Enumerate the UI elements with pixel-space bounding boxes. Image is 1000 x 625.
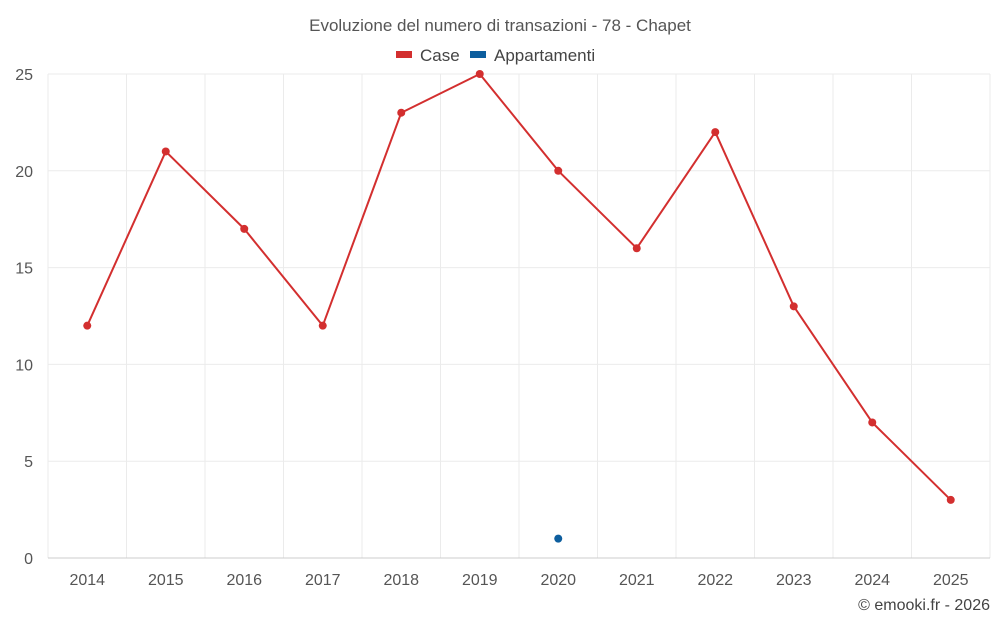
x-tick-label: 2025 [933,572,969,589]
data-point-case-2024[interactable] [868,418,877,427]
data-point-case-2016[interactable] [240,224,249,233]
data-point-appartamenti-2020[interactable] [554,534,563,543]
legend-swatch-appartamenti [470,51,486,58]
x-tick-label: 2017 [305,572,341,589]
x-gridlines [47,74,991,558]
x-tick-label: 2023 [776,572,812,589]
x-tick-label: 2019 [462,572,498,589]
credit-text: © emooki.fr - 2026 [858,597,990,614]
legend: Case Appartamenti [396,46,595,65]
data-point-case-2019[interactable] [475,70,484,78]
chart-title: Evoluzione del numero di transazioni - 7… [309,16,691,35]
y-tick-label: 25 [15,67,33,84]
data-point-case-2014[interactable] [83,321,92,330]
x-tick-label: 2014 [69,572,105,589]
y-tick-label: 5 [24,454,33,471]
x-axis-ticks: 2014 2015 2016 2017 2018 2019 2020 2021 2022 2023… [69,572,968,589]
legend-label-appartamenti: Appartamenti [494,46,595,65]
data-point-case-2018[interactable] [397,108,406,117]
data-point-case-2022[interactable] [711,128,720,137]
y-tick-label: 20 [15,164,33,181]
x-tick-label: 2022 [697,572,733,589]
data-point-case-2017[interactable] [318,321,327,330]
y-tick-label: 15 [15,261,33,278]
y-axis-ticks: 0 5 10 15 20 25 [15,67,33,568]
x-tick-label: 2024 [854,572,890,589]
legend-item-appartamenti[interactable]: Appartamenti [470,46,595,65]
legend-label-case: Case [420,46,460,65]
x-tick-label: 2018 [383,572,419,589]
data-point-case-2015[interactable] [161,147,170,156]
data-point-case-2021[interactable] [632,244,641,253]
legend-item-case[interactable]: Case [396,46,460,65]
data-point-case-2020[interactable] [554,166,563,175]
series-case [83,70,955,504]
data-point-case-2023[interactable] [789,302,798,311]
legend-swatch-case [396,51,412,58]
x-tick-label: 2020 [540,572,576,589]
y-tick-label: 10 [15,357,33,374]
series-layer [83,70,955,543]
x-tick-label: 2015 [148,572,184,589]
series-line-case [86,73,952,501]
data-point-case-2025[interactable] [946,495,955,504]
x-tick-label: 2016 [226,572,262,589]
series-appartamenti [554,534,563,543]
y-tick-label: 0 [24,551,33,568]
x-tick-label: 2021 [619,572,655,589]
